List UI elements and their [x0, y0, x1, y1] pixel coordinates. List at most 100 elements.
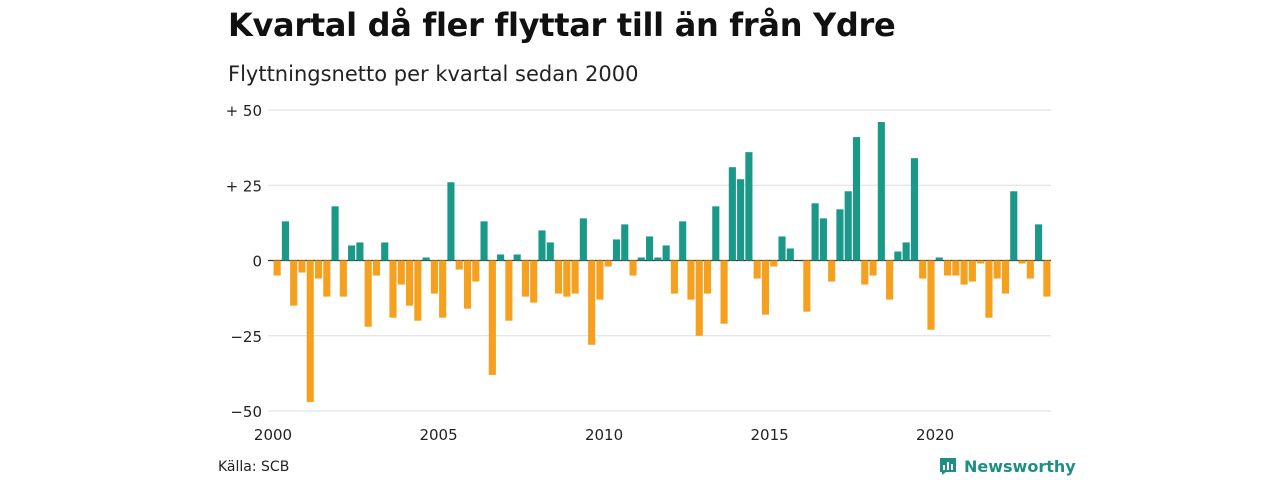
bar [323, 260, 331, 297]
bar [753, 260, 761, 279]
bar [737, 179, 745, 261]
x-tick-label: 2010 [585, 426, 623, 444]
bar [356, 242, 364, 261]
y-tick-label: + 50 [226, 102, 262, 120]
y-axis-tick-labels: + 50 + 25 0 −25 −50 [226, 102, 262, 421]
x-tick-label: 2005 [419, 426, 457, 444]
bar-chart: + 50 + 25 0 −25 −50 2000 2005 2010 2015 2020 [226, 102, 1051, 444]
brand-name: Newsworthy [964, 456, 1076, 476]
bar [786, 248, 794, 261]
bar [372, 260, 381, 276]
bar [886, 260, 894, 300]
bar [687, 260, 695, 300]
bar [381, 242, 389, 261]
bar [621, 224, 629, 261]
bars [273, 122, 1051, 402]
bar [538, 230, 546, 261]
bar [712, 206, 720, 261]
y-tick-label: −50 [230, 403, 262, 421]
bar [646, 236, 654, 261]
bar [447, 182, 455, 261]
bar [910, 158, 918, 261]
bar [331, 206, 339, 261]
bar [869, 260, 877, 276]
bar [720, 260, 728, 324]
bar [977, 260, 985, 264]
bar [728, 167, 736, 261]
bar [761, 260, 770, 315]
bar [596, 260, 604, 300]
x-axis-tick-labels: 2000 2005 2010 2015 2020 [254, 426, 954, 444]
bar [1010, 191, 1018, 261]
bar [852, 137, 861, 261]
bar [745, 152, 753, 261]
bar [1035, 224, 1043, 261]
bar [439, 260, 447, 318]
chart-title: Kvartal då fler flyttar till än från Ydr… [228, 6, 896, 44]
bar [472, 260, 480, 282]
bar [670, 260, 678, 294]
bar [339, 260, 347, 297]
bar [927, 260, 935, 330]
bar [281, 221, 289, 261]
bar [306, 260, 314, 402]
x-tick-label: 2000 [254, 426, 292, 444]
chart-subtitle: Flyttningsnetto per kvartal sedan 2000 [228, 62, 639, 86]
bar [521, 260, 529, 297]
bar [314, 260, 323, 279]
bar [505, 260, 513, 321]
bar [943, 260, 952, 276]
bar [422, 257, 430, 261]
bar [273, 260, 281, 276]
bar [819, 218, 827, 261]
bar [861, 260, 869, 285]
bar [1018, 260, 1026, 264]
y-tick-label: −25 [230, 328, 262, 346]
bar [348, 245, 356, 261]
bar [612, 239, 621, 261]
bar [844, 191, 852, 261]
bar [811, 203, 819, 261]
bar [877, 122, 885, 261]
bar [894, 251, 902, 261]
bar [960, 260, 968, 285]
bar [588, 260, 596, 345]
bar [662, 245, 670, 261]
x-tick-label: 2015 [751, 426, 789, 444]
bar [406, 260, 414, 306]
bar [389, 260, 397, 318]
bar [497, 254, 505, 261]
bar [836, 209, 844, 261]
bar [695, 260, 703, 336]
bar [430, 260, 438, 294]
bar [463, 260, 472, 309]
source-note: Källa: SCB [218, 459, 290, 475]
bar [290, 260, 298, 306]
bar [679, 221, 687, 261]
bar [1026, 260, 1034, 279]
bar [654, 257, 662, 261]
y-tick-label: 0 [252, 253, 262, 271]
bar [828, 260, 836, 282]
bar [1043, 260, 1051, 297]
bar [637, 257, 645, 261]
bar [530, 260, 538, 303]
x-tick-label: 2020 [916, 426, 954, 444]
bar [985, 260, 993, 318]
bar [604, 260, 612, 267]
bar [770, 260, 778, 267]
bar [513, 254, 521, 261]
bar [488, 260, 496, 375]
bar [1001, 260, 1010, 294]
bar [935, 257, 943, 261]
bar [952, 260, 960, 276]
bar [778, 236, 786, 261]
bar [554, 260, 563, 294]
bar [902, 242, 910, 261]
bar [919, 260, 927, 279]
bar [364, 260, 372, 327]
bar [968, 260, 976, 282]
bar [629, 260, 637, 276]
newsworthy-logo-icon [940, 458, 956, 475]
bar [298, 260, 306, 273]
